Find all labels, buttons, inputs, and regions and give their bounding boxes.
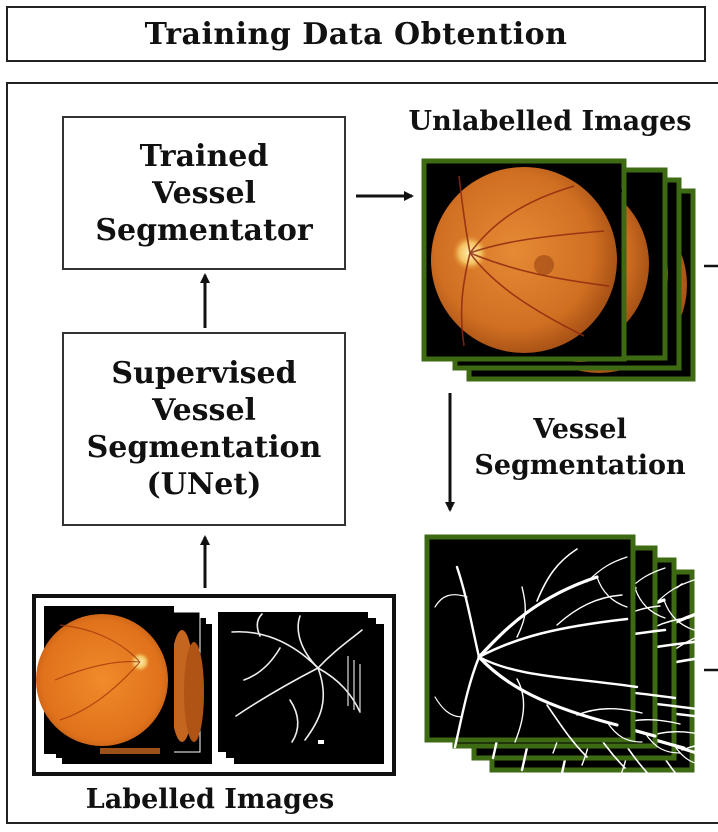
labelled-images-label: Labelled Images [85, 784, 335, 815]
trained-segmentator-node: Trained Vessel Segmentator [62, 116, 346, 270]
unlabelled-images-label: Unlabelled Images [408, 106, 692, 137]
diagram-title: Training Data Obtention [144, 16, 568, 52]
vessel-segmentation-label: Vessel Segmentation [474, 414, 686, 481]
supervised-segmentation-node: Supervised Vessel Segmentation (UNet) [62, 332, 346, 526]
segmented-image-stack [424, 534, 718, 794]
trained-segmentator-label: Trained Vessel Segmentator [95, 138, 313, 248]
main-frame [6, 82, 718, 824]
labelled-mask-stack [218, 612, 384, 764]
labelled-images-box [32, 594, 396, 776]
title-box: Training Data Obtention [6, 6, 706, 62]
labelled-fundus-stack [36, 606, 212, 764]
supervised-segmentation-label: Supervised Vessel Segmentation (UNet) [86, 356, 322, 502]
unlabelled-image-stack [421, 158, 696, 382]
